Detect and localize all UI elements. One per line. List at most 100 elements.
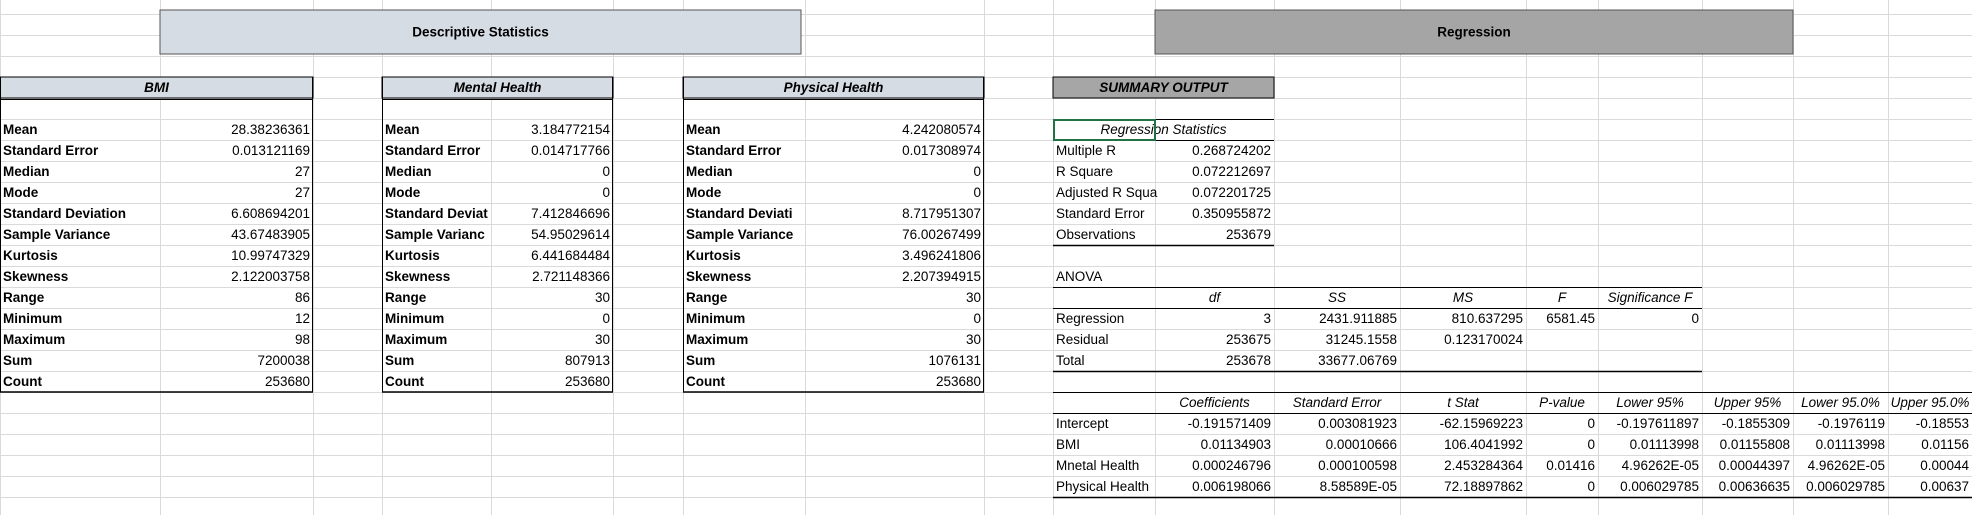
column-header: Standard Error	[1293, 395, 1382, 410]
summary-header	[1052, 76, 1275, 99]
row-value: 43.67483905	[231, 227, 310, 242]
row-value: 810.637295	[1452, 311, 1523, 326]
anova-title: ANOVA	[1056, 269, 1102, 284]
row-label: Mean	[385, 122, 420, 137]
row-value: 10.99747329	[231, 248, 310, 263]
row-label: Sample Variance	[3, 227, 111, 242]
row-value: 0	[1587, 479, 1595, 494]
row-label: Mnetal Health	[1056, 458, 1139, 473]
row-value: 0.01155808	[1720, 437, 1790, 452]
row-value: 807913	[565, 353, 610, 368]
table-title: Physical Health	[784, 80, 884, 95]
row-label: Maximum	[385, 332, 447, 347]
row-value: 0.00637	[1920, 479, 1969, 494]
row-value: 28.38236361	[231, 122, 310, 137]
row-label: R Square	[1056, 164, 1113, 179]
row-value: 1076131	[928, 353, 981, 368]
row-value: 4.96262E-05	[1622, 458, 1699, 473]
row-label: Sample Variance	[686, 227, 794, 242]
row-label: Observations	[1056, 227, 1136, 242]
row-value: 0.01156	[1921, 437, 1969, 452]
row-label: Standard Error	[385, 143, 481, 158]
row-value: 253680	[936, 374, 981, 389]
row-value: 2.207394915	[902, 269, 981, 284]
summary-title: SUMMARY OUTPUT	[1099, 80, 1229, 95]
row-label: Sum	[3, 353, 32, 368]
row-value: 6.608694201	[231, 206, 310, 221]
row-value: 98	[295, 332, 310, 347]
column-header: Upper 95.0%	[1891, 395, 1970, 410]
row-value: 253680	[265, 374, 310, 389]
row-label: Mode	[3, 185, 39, 200]
row-value: 33677.06769	[1318, 353, 1397, 368]
row-value: 27	[295, 164, 310, 179]
row-value: 0.000100598	[1318, 458, 1397, 473]
row-value: 30	[966, 332, 981, 347]
row-value: 0.00010666	[1326, 437, 1397, 452]
row-value: 8.58589E-05	[1320, 479, 1397, 494]
row-value: 0	[602, 164, 610, 179]
row-value: 0	[973, 185, 981, 200]
row-label: Minimum	[686, 311, 745, 326]
row-label: Count	[3, 374, 42, 389]
row-value: 0	[1587, 416, 1595, 431]
column-header: t Stat	[1447, 395, 1480, 410]
row-value: 2.122003758	[231, 269, 310, 284]
row-label: Median	[385, 164, 432, 179]
row-label: Sample Varianc	[385, 227, 485, 242]
row-label: Count	[686, 374, 725, 389]
row-value: 4.242080574	[902, 122, 981, 137]
row-value: 0.006198066	[1192, 479, 1271, 494]
column-header: Coefficients	[1179, 395, 1250, 410]
row-label: Minimum	[385, 311, 444, 326]
column-header: Upper 95%	[1714, 395, 1782, 410]
column-header: Lower 95%	[1616, 395, 1684, 410]
row-label: Mean	[686, 122, 721, 137]
row-value: 0.017308974	[902, 143, 981, 158]
row-label: Mean	[3, 122, 38, 137]
row-label: Mode	[686, 185, 722, 200]
row-label: Kurtosis	[686, 248, 741, 263]
row-label: Median	[686, 164, 733, 179]
row-value: 0	[602, 185, 610, 200]
row-label: Mode	[385, 185, 421, 200]
row-value: 72.18897862	[1444, 479, 1523, 494]
row-label: BMI	[1056, 437, 1080, 452]
row-value: 76.00267499	[902, 227, 981, 242]
selected-cell[interactable]	[1053, 119, 1156, 141]
row-value: 106.4041992	[1444, 437, 1523, 452]
table-title: Mental Health	[454, 80, 542, 95]
row-label: Count	[385, 374, 424, 389]
row-label: Standard Deviati	[686, 206, 793, 221]
row-value: 0.01113998	[1630, 437, 1699, 452]
column-header: P-value	[1539, 395, 1585, 410]
row-value: 3	[1263, 311, 1271, 326]
row-value: 3.184772154	[531, 122, 610, 137]
row-value: 54.95029614	[531, 227, 610, 242]
row-value: 27	[295, 185, 310, 200]
row-value: 0	[973, 311, 981, 326]
row-label: Residual	[1056, 332, 1109, 347]
row-value: 0.00044	[1920, 458, 1969, 473]
row-value: 0.01416	[1546, 458, 1595, 473]
row-value: 8.717951307	[902, 206, 981, 221]
row-value: -0.197611897	[1617, 416, 1699, 431]
row-value: 4.96262E-05	[1808, 458, 1885, 473]
row-label: Sum	[385, 353, 414, 368]
row-label: Kurtosis	[385, 248, 440, 263]
row-label: Multiple R	[1056, 143, 1116, 158]
row-value: 31245.1558	[1326, 332, 1397, 347]
row-label: Range	[686, 290, 728, 305]
row-value: 7200038	[257, 353, 310, 368]
row-label: Adjusted R Squa	[1056, 185, 1158, 200]
row-value: 86	[295, 290, 310, 305]
row-value: 30	[595, 332, 610, 347]
stats-title: Regression Statistics	[1100, 122, 1226, 137]
row-value: 30	[966, 290, 981, 305]
row-value: 6.441684484	[531, 248, 610, 263]
row-value: 0.350955872	[1192, 206, 1271, 221]
column-header: Lower 95.0%	[1801, 395, 1880, 410]
row-value: -0.1855309	[1722, 416, 1790, 431]
row-value: 2431.911885	[1319, 311, 1397, 326]
